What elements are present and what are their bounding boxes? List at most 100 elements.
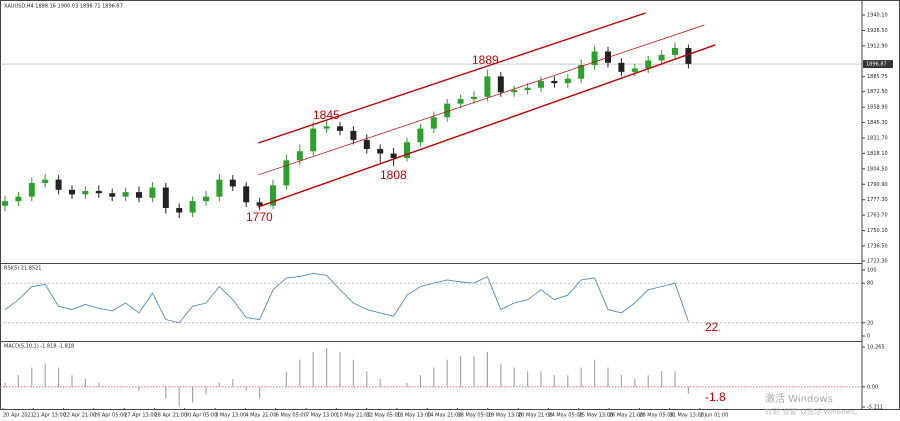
y-tick-label: -5.211 [867, 404, 883, 410]
y-tick-label: 1763.70 [867, 213, 888, 219]
x-tick-label: 12 May 05:00 [367, 413, 401, 419]
annotation: 1845 [313, 108, 340, 122]
candle-body [471, 96, 477, 100]
watermark-text: 转到“设置”以激活 Windows。 [765, 407, 862, 416]
outer-frame [0, 0, 900, 410]
rsi-title: RSI(5) 21.8521 [4, 266, 41, 272]
y-tick-label: 1926.50 [867, 28, 888, 34]
y-tick-label: 1777.30 [867, 197, 888, 203]
y-tick-label: 1912.90 [867, 43, 888, 49]
annotation: -1.8 [705, 390, 726, 404]
x-tick-label: 3 May 13:00 [215, 413, 246, 419]
candle-body [631, 68, 638, 72]
candle-body [42, 179, 49, 184]
annotation: 22 [705, 320, 719, 334]
last-price-label: 1896.87 [866, 62, 887, 68]
y-tick-label: 1818.10 [867, 151, 888, 157]
y-tick-label: 1804.50 [867, 166, 888, 172]
candle-body [82, 190, 89, 195]
y-tick-label: 80 [867, 281, 873, 287]
y-tick-label: 1885.75 [867, 74, 888, 80]
candle-body [417, 128, 424, 143]
x-tick-label: 20 Apr 2021 [3, 413, 34, 419]
y-tick-label: 1872.50 [867, 89, 888, 95]
candle-body [618, 62, 625, 72]
candle-body [551, 80, 558, 84]
x-tick-label: 31 May 13:00 [670, 413, 704, 419]
x-tick-label: 22 Apr 21:00 [64, 413, 97, 419]
chart-title: XAUUSD,H4 1898.16 1900.03 1896.71 1896.8… [4, 4, 123, 10]
y-tick-label: 1790.90 [867, 182, 888, 188]
candle-body [2, 201, 8, 206]
x-tick-label: 18 May 05:00 [458, 413, 492, 419]
candle-body [484, 76, 491, 97]
candle-body [28, 183, 35, 197]
last-price-box [863, 60, 893, 69]
x-tick-label: 4 May 21:00 [245, 413, 276, 419]
y-tick-label: 0 [867, 334, 870, 340]
candle-body [564, 78, 571, 84]
candle-body [149, 187, 156, 198]
candle-body [323, 126, 330, 129]
x-tick-label: 24 May 05:00 [548, 413, 582, 419]
y-tick-label: 100 [867, 268, 877, 274]
x-tick-label: 19 May 13:00 [488, 413, 522, 419]
y-tick-label: 1750.10 [867, 228, 888, 234]
channel-line [258, 24, 705, 176]
candle-body [404, 142, 410, 159]
x-tick-label: 20 May 21:00 [518, 413, 552, 419]
y-tick-label: 1736.50 [867, 243, 888, 249]
candle-body [162, 187, 169, 208]
annotation: 1889 [472, 53, 499, 67]
rsi-line [4, 272, 689, 324]
candle-body [95, 190, 102, 194]
candle-body [270, 185, 276, 206]
candle-body [538, 80, 544, 88]
candle-body [296, 151, 303, 161]
x-tick-label: 2 Jun 01:00 [700, 413, 729, 419]
candle-body [243, 186, 250, 203]
candle-body [511, 90, 518, 93]
x-tick-label: 21 Apr 13:00 [33, 413, 66, 419]
candle-body [69, 189, 75, 195]
annotation: 1770 [246, 210, 273, 224]
candle-body [524, 87, 531, 91]
candle-body [55, 179, 62, 190]
x-tick-label: 13 May 13:00 [397, 413, 431, 419]
annotation: 1808 [380, 168, 407, 182]
candle-body [444, 103, 451, 118]
x-tick-label: 7 May 13:00 [306, 413, 337, 419]
x-tick-label: 6 May 05:00 [276, 413, 307, 419]
candle-body [229, 179, 236, 187]
candle-body [685, 48, 692, 64]
candle-body [283, 160, 290, 186]
candle-body [122, 192, 129, 197]
candle-body [390, 153, 397, 159]
y-tick-label: 1858.90 [867, 105, 888, 111]
watermark-title: 激活 Windows [765, 392, 833, 405]
candle-body [430, 117, 437, 129]
candle-body [497, 76, 504, 93]
y-tick-label: 20 [867, 320, 873, 326]
candle-body [363, 139, 370, 149]
candle-body [337, 126, 343, 131]
x-tick-label: 28 May 05:00 [639, 413, 673, 419]
candle-body [591, 51, 598, 66]
candle-body [109, 193, 116, 197]
candle-body [203, 196, 209, 202]
y-tick-label: 0.00 [867, 384, 878, 390]
x-tick-label: 26 Apr 05:00 [94, 413, 127, 419]
y-tick-label: 1723.30 [867, 258, 888, 264]
candle-body [15, 196, 22, 202]
candle-body [216, 179, 223, 197]
x-tick-label: 26 May 21:00 [609, 413, 643, 419]
candle-body [578, 65, 585, 79]
x-tick-label: 25 May 13:00 [579, 413, 613, 419]
channel-line [258, 44, 716, 208]
candle-body [136, 192, 142, 198]
channel-line [258, 12, 646, 144]
candle-body [645, 60, 652, 69]
x-tick-label: 30 Apr 05:00 [185, 413, 218, 419]
